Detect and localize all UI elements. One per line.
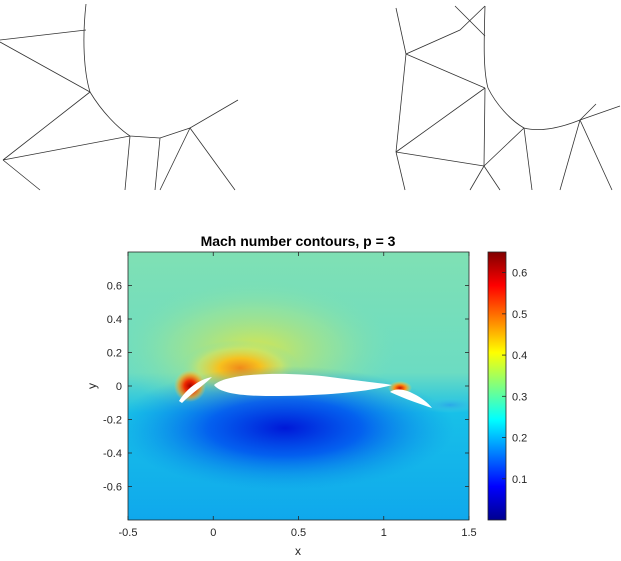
lower-surface-low-mach-region xyxy=(128,366,455,490)
colorbar-tick-label: 0.5 xyxy=(512,309,527,321)
x-ticks: -0.5 0 0.5 1 1.5 xyxy=(119,252,477,539)
y-tick-label: 0.4 xyxy=(107,314,122,326)
mesh-right-edges xyxy=(395,5,613,191)
main-element xyxy=(214,373,392,396)
colorbar-tick-label: 0.6 xyxy=(512,268,527,280)
flap-element xyxy=(390,389,432,408)
mesh-right-boundary-curve xyxy=(483,5,621,130)
slat-element xyxy=(179,377,212,403)
x-tick-label: -0.5 xyxy=(119,527,138,539)
chart-title: Mach number contours, p = 3 xyxy=(201,233,396,249)
mesh-right-panel xyxy=(395,5,621,191)
x-tick-label: 1 xyxy=(381,527,387,539)
colorbar xyxy=(487,251,507,521)
wake-region xyxy=(420,397,469,413)
colorbar-tick-label: 0.3 xyxy=(512,391,527,403)
x-tick-label: 0 xyxy=(210,527,216,539)
x-tick-label: 0.5 xyxy=(291,527,306,539)
colorbar-ticks: 0.6 0.5 0.4 0.3 0.2 0.1 xyxy=(502,268,527,486)
y-tick-label: -0.4 xyxy=(103,448,122,460)
plot-area xyxy=(128,252,469,520)
y-ticks: 0.6 0.4 0.2 0 -0.2 -0.4 -0.6 xyxy=(103,281,469,494)
mesh-left-boundary-curve xyxy=(83,3,191,139)
mesh-left-panel xyxy=(0,3,239,191)
y-axis-label: y xyxy=(85,383,99,389)
x-tick-label: 1.5 xyxy=(461,527,476,539)
colorbar-tick-label: 0.4 xyxy=(512,350,527,362)
y-tick-label: -0.2 xyxy=(103,415,122,427)
y-tick-label: 0.6 xyxy=(107,281,122,293)
y-tick-label: 0.2 xyxy=(107,348,122,360)
colorbar-tick-label: 0.1 xyxy=(512,474,527,486)
slat-leading-edge-peak xyxy=(174,370,206,402)
y-tick-label: 0 xyxy=(116,381,122,393)
y-tick-label: -0.6 xyxy=(103,482,122,494)
mesh-left-edges xyxy=(0,29,239,191)
colorbar-tick-label: 0.2 xyxy=(512,433,527,445)
x-axis-label: x xyxy=(295,544,301,558)
